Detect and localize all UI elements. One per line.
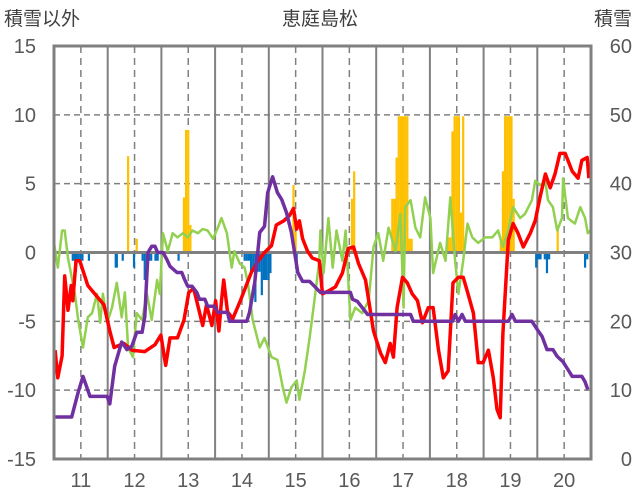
snow-bar bbox=[353, 171, 356, 253]
melt-bar bbox=[539, 252, 542, 260]
melt-bar bbox=[115, 252, 118, 268]
snow-bar bbox=[556, 227, 559, 253]
y-right-tick-label: 20 bbox=[610, 311, 632, 333]
left-axis-label: 積雪以外 bbox=[4, 8, 80, 30]
snow-bar bbox=[294, 231, 297, 253]
melt-bar bbox=[265, 252, 268, 281]
x-tick-label: 20 bbox=[553, 470, 575, 492]
chart-title: 恵庭島松 bbox=[282, 8, 358, 30]
melt-bar bbox=[156, 252, 159, 261]
snow-bar bbox=[185, 129, 188, 253]
snow-bar bbox=[127, 156, 130, 253]
melt-bar bbox=[243, 252, 246, 261]
melt-bar bbox=[81, 252, 84, 261]
x-tick-label: 12 bbox=[123, 470, 145, 492]
snow-bar bbox=[406, 116, 409, 253]
melt-bar bbox=[252, 252, 255, 272]
melt-bar bbox=[249, 252, 253, 272]
y-right-tick-label: 10 bbox=[610, 380, 632, 402]
snow-bar bbox=[410, 238, 413, 253]
melt-bar bbox=[87, 252, 91, 261]
plot-border bbox=[52, 44, 593, 461]
y-left-tick-label: 5 bbox=[25, 174, 36, 196]
melt-bar bbox=[269, 252, 272, 274]
melt-bar bbox=[545, 252, 549, 274]
x-tick-label: 16 bbox=[338, 470, 360, 492]
y-left-tick-label: -10 bbox=[7, 380, 36, 402]
melt-bar bbox=[177, 252, 180, 261]
series-purple-line bbox=[54, 175, 590, 419]
snow-bar bbox=[453, 116, 456, 253]
melt-bar bbox=[121, 252, 124, 261]
x-tick-label: 15 bbox=[285, 470, 307, 492]
melt-bar bbox=[548, 252, 551, 260]
snow-bar bbox=[506, 116, 509, 253]
y-left-tick-label: 0 bbox=[25, 243, 36, 265]
melt-bar bbox=[71, 252, 74, 261]
right-axis-label: 積雪 bbox=[594, 8, 632, 30]
snow-bar bbox=[503, 116, 507, 253]
x-tick-label: 17 bbox=[392, 470, 414, 492]
melt-bar bbox=[132, 252, 136, 268]
y-right-tick-label: 30 bbox=[610, 243, 632, 265]
y-left-tick-label: 10 bbox=[14, 105, 36, 127]
melt-bar bbox=[260, 252, 263, 296]
snow-bar bbox=[404, 116, 407, 253]
y-left-tick-label: -5 bbox=[18, 311, 36, 333]
melt-bar bbox=[77, 252, 80, 261]
snow-bar bbox=[455, 116, 458, 253]
melt-bar bbox=[267, 252, 270, 281]
snow-bar bbox=[510, 116, 513, 253]
melt-bar bbox=[535, 252, 538, 268]
melt-bar bbox=[141, 252, 144, 261]
melt-bar bbox=[586, 252, 589, 260]
x-tick-label: 13 bbox=[177, 470, 199, 492]
melt-bar bbox=[150, 252, 153, 261]
snow-bar bbox=[182, 197, 186, 253]
melt-bar bbox=[583, 252, 587, 268]
snow-bar bbox=[187, 129, 190, 253]
snow-bar bbox=[397, 116, 400, 253]
snow-bar bbox=[451, 131, 454, 253]
snow-bar bbox=[189, 224, 192, 253]
y-right-tick-label: 0 bbox=[621, 449, 632, 471]
melt-bar bbox=[543, 252, 546, 260]
melt-bar bbox=[537, 252, 540, 260]
snow-bar bbox=[447, 237, 450, 253]
series-lines bbox=[52, 151, 591, 420]
melt-bar bbox=[262, 252, 266, 281]
snow-bar bbox=[501, 171, 505, 253]
snow-bar bbox=[350, 198, 354, 253]
snow-bar bbox=[393, 198, 396, 253]
x-tick-label: 11 bbox=[70, 470, 91, 492]
y-left-tick-label: -15 bbox=[7, 449, 36, 471]
melt-bar bbox=[245, 252, 248, 261]
y-right-tick-label: 40 bbox=[610, 174, 632, 196]
snow-bar bbox=[499, 240, 502, 253]
melt-bar bbox=[154, 252, 157, 261]
melt-bar bbox=[143, 252, 146, 281]
snow-bar bbox=[462, 116, 465, 253]
y-left-tick-label: 15 bbox=[14, 36, 36, 58]
melt-bar bbox=[247, 252, 251, 261]
y-right-tick-label: 50 bbox=[610, 105, 632, 127]
snow-bar bbox=[508, 116, 511, 253]
snow-bar bbox=[395, 157, 398, 253]
snow-bar bbox=[401, 116, 405, 253]
snow-bar bbox=[399, 116, 403, 253]
melt-bar bbox=[79, 252, 82, 261]
snow-bar bbox=[457, 116, 460, 253]
snow-bar bbox=[408, 238, 411, 253]
snow-bar bbox=[459, 212, 463, 253]
y-right-tick-label: 60 bbox=[610, 36, 632, 58]
x-tick-label: 14 bbox=[231, 470, 253, 492]
snow-bar bbox=[135, 238, 138, 253]
snow-bar bbox=[449, 237, 452, 253]
x-tick-label: 18 bbox=[446, 470, 468, 492]
melt-bar bbox=[258, 252, 261, 272]
x-tick-label: 19 bbox=[499, 470, 521, 492]
snow-bar bbox=[391, 198, 394, 253]
